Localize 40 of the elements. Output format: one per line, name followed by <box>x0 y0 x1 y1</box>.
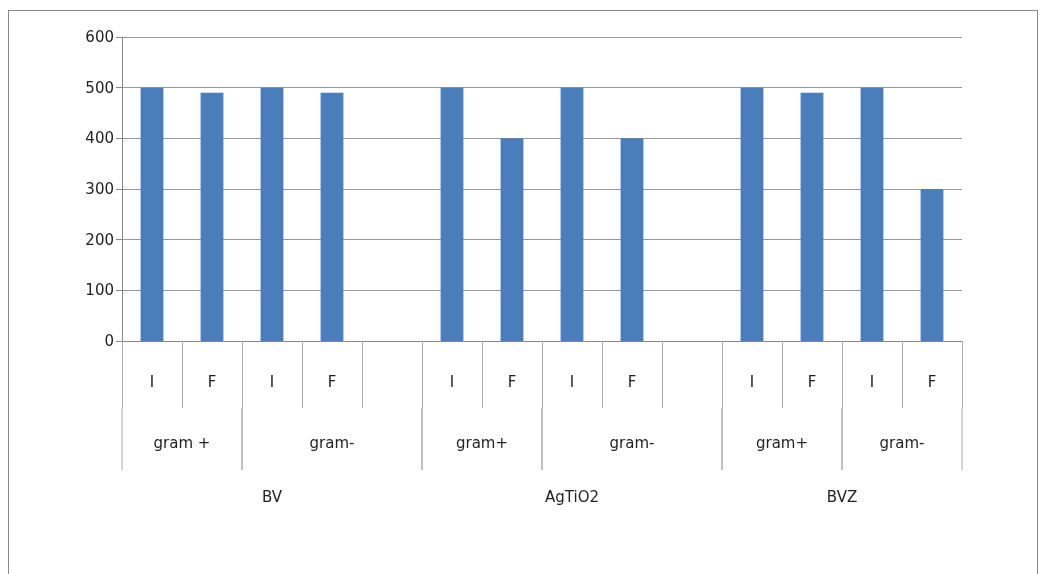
text: gram+ <box>455 434 509 452</box>
y-tick-label: 500 <box>85 78 114 97</box>
bar <box>140 87 164 341</box>
y-tick-label: 600 <box>85 28 114 46</box>
text: gram- <box>609 434 655 452</box>
text: gram- <box>879 434 925 452</box>
x-tick-label: F <box>207 372 217 391</box>
y-tick-label: 0 <box>104 332 114 350</box>
x-tick-label: I <box>869 372 875 391</box>
bar <box>260 87 284 341</box>
text: gram+ <box>755 434 809 452</box>
bar <box>440 87 464 341</box>
text: AgTiO2 <box>544 488 600 506</box>
x-tick-label: F <box>807 372 817 391</box>
bar <box>920 189 944 341</box>
bar <box>560 87 584 341</box>
x-tick-label: I <box>149 372 155 391</box>
bar <box>620 138 644 341</box>
y-tick-label: 400 <box>85 129 114 148</box>
y-tick-label: 200 <box>85 230 114 249</box>
text: BV <box>261 488 283 506</box>
bar <box>320 92 344 341</box>
x-tick-label: I <box>449 372 455 391</box>
text: gram- <box>309 434 355 452</box>
bar <box>740 87 764 341</box>
bar <box>860 87 884 341</box>
x-tick-label: F <box>327 372 337 391</box>
x-tick-label: F <box>507 372 517 391</box>
bar <box>200 92 224 341</box>
x-tick-label: I <box>569 372 575 391</box>
y-tick-label: 100 <box>85 281 114 300</box>
bar <box>500 138 524 341</box>
y-tick-label: 300 <box>85 180 114 198</box>
x-tick-label: I <box>749 372 755 391</box>
text: BVZ <box>826 488 858 506</box>
x-tick-label: I <box>269 372 275 391</box>
x-tick-label: F <box>927 372 937 391</box>
x-tick-label: F <box>627 372 637 391</box>
bar <box>800 92 824 341</box>
text: gram + <box>153 434 211 452</box>
